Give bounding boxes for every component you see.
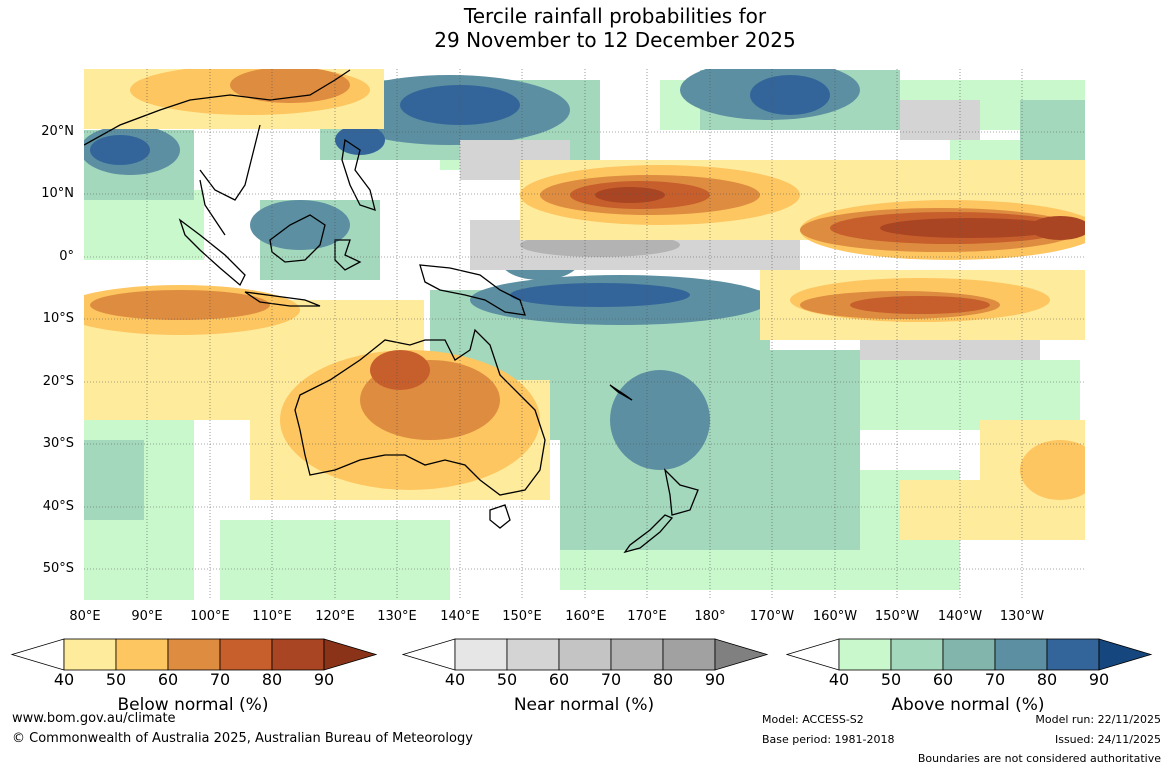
lon-label-150e: 150°E: [502, 609, 542, 624]
lat-label-10s: 10°S: [42, 311, 74, 326]
colorbar-title-above-normal: Above normal (%): [891, 695, 1045, 715]
colorbar-segment: [838, 638, 892, 671]
colorbar-title-below-normal: Below normal (%): [117, 695, 269, 715]
colorbar-segment: [271, 638, 325, 671]
lat-label-0: 0°: [59, 249, 74, 264]
colorbar-tick-label: 80: [652, 670, 674, 689]
lat-label-10n: 10°N: [41, 186, 74, 201]
colorbar-above-normal: [785, 638, 1153, 671]
colorbar-tick-label: 40: [828, 670, 850, 689]
colorbar-tick-label: 60: [157, 670, 179, 689]
lon-label-150w: 150°W: [874, 609, 920, 624]
new-zealand-north-coastline: [663, 468, 699, 516]
colorbar-segment: [219, 638, 273, 671]
new-guinea-coastline: [419, 264, 526, 316]
colorbar-segment: [506, 638, 560, 671]
lat-label-20n: 20°N: [41, 124, 74, 139]
colorbar-segment: [115, 638, 169, 671]
lon-label-180: 180°: [694, 609, 726, 624]
map-field: [84, 69, 1085, 600]
colorbar-tick-label: 90: [1088, 670, 1110, 689]
sumatra-coastline: [178, 218, 246, 287]
java-coastline: [244, 291, 321, 307]
coastlines: [84, 69, 699, 554]
colorbar-tick-label: 50: [105, 670, 127, 689]
colorbar-segment: [1098, 638, 1153, 671]
colorbar-segment: [942, 638, 996, 671]
colorbar-tick-label: 40: [53, 670, 75, 689]
borneo-coastline: [269, 214, 326, 263]
philippines-coastline: [341, 138, 376, 211]
colorbar-tick-label: 60: [548, 670, 570, 689]
lon-label-170e: 170°E: [627, 609, 667, 624]
colorbar-near-normal: [401, 638, 769, 671]
lon-label-90e: 90°E: [131, 609, 163, 624]
footer-issued: Issued: 24/11/2025: [1054, 733, 1161, 746]
colorbar-segment: [1046, 638, 1100, 671]
colorbar-tick-label: 70: [209, 670, 231, 689]
footer-copyright: © Commonwealth of Australia 2025, Austra…: [12, 731, 473, 746]
lon-label-160w: 160°W: [812, 609, 858, 624]
colorbar-tick-label: 50: [496, 670, 518, 689]
colorbar-segment: [610, 638, 664, 671]
colorbar-segment: [63, 638, 117, 671]
new-caledonia-coastline: [609, 384, 633, 401]
colorbar-tick-label: 80: [1036, 670, 1058, 689]
lon-label-130w: 130°W: [999, 609, 1045, 624]
map-title: Tercile rainfall probabilities for 29 No…: [0, 4, 1173, 52]
colorbar-tick-label: 50: [880, 670, 902, 689]
footer-website: www.bom.gov.au/climate: [12, 711, 176, 726]
colorbar-segment: [454, 638, 508, 671]
colorbar-segment: [785, 638, 840, 671]
colorbar-title-near-normal: Near normal (%): [513, 695, 655, 715]
footer-model: Model: ACCESS-S2: [762, 713, 864, 726]
colorbar-segment: [401, 638, 456, 671]
colorbar-segment: [323, 638, 378, 671]
lon-label-100e: 100°E: [190, 609, 230, 624]
below-normal-extreme-areas: [595, 187, 1085, 240]
colorbar-tick-label: 70: [600, 670, 622, 689]
lon-label-140e: 140°E: [440, 609, 480, 624]
lat-label-30s: 30°S: [42, 436, 74, 451]
colorbar-tick-label: 60: [932, 670, 954, 689]
new-zealand-south-coastline: [623, 514, 674, 554]
colorbar-segment: [890, 638, 944, 671]
colorbar-tick-label: 40: [444, 670, 466, 689]
title-line-2: 29 November to 12 December 2025: [434, 28, 796, 52]
indochina-coastline: [199, 124, 261, 201]
australia-coastline: [294, 328, 546, 496]
lat-label-50s: 50°S: [42, 561, 74, 576]
title-line-1: Tercile rainfall probabilities for: [463, 4, 767, 28]
lon-label-110e: 110°E: [252, 609, 292, 624]
footer-boundaries-note: Boundaries are not considered authoritat…: [917, 752, 1161, 765]
lon-label-170w: 170°W: [749, 609, 795, 624]
footer-base-period: Base period: 1981-2018: [762, 733, 895, 746]
colorbar-segment: [662, 638, 716, 671]
colorbar-tick-label: 90: [313, 670, 335, 689]
colorbar-below-normal: [10, 638, 378, 671]
graticule: [84, 69, 1085, 600]
colorbar-segment: [10, 638, 65, 671]
tasmania-coastline: [489, 504, 511, 529]
lon-label-140w: 140°W: [937, 609, 983, 624]
colorbar-segment: [558, 638, 612, 671]
lon-label-160e: 160°E: [565, 609, 605, 624]
colorbar-tick-label: 70: [984, 670, 1006, 689]
colorbar-tick-label: 80: [261, 670, 283, 689]
mainland-asia-coastline: [84, 69, 351, 146]
colorbar-segment: [994, 638, 1048, 671]
colorbar-segment: [167, 638, 221, 671]
lon-label-130e: 130°E: [377, 609, 417, 624]
sulawesi-coastline: [334, 239, 362, 271]
lat-label-40s: 40°S: [42, 499, 74, 514]
footer-model-run: Model run: 22/11/2025: [1035, 713, 1161, 726]
malay-peninsula-coastline: [199, 179, 226, 236]
colorbar-segment: [714, 638, 769, 671]
lon-label-80e: 80°E: [69, 609, 101, 624]
lat-label-20s: 20°S: [42, 374, 74, 389]
lon-label-120e: 120°E: [315, 609, 355, 624]
colorbar-tick-label: 90: [704, 670, 726, 689]
